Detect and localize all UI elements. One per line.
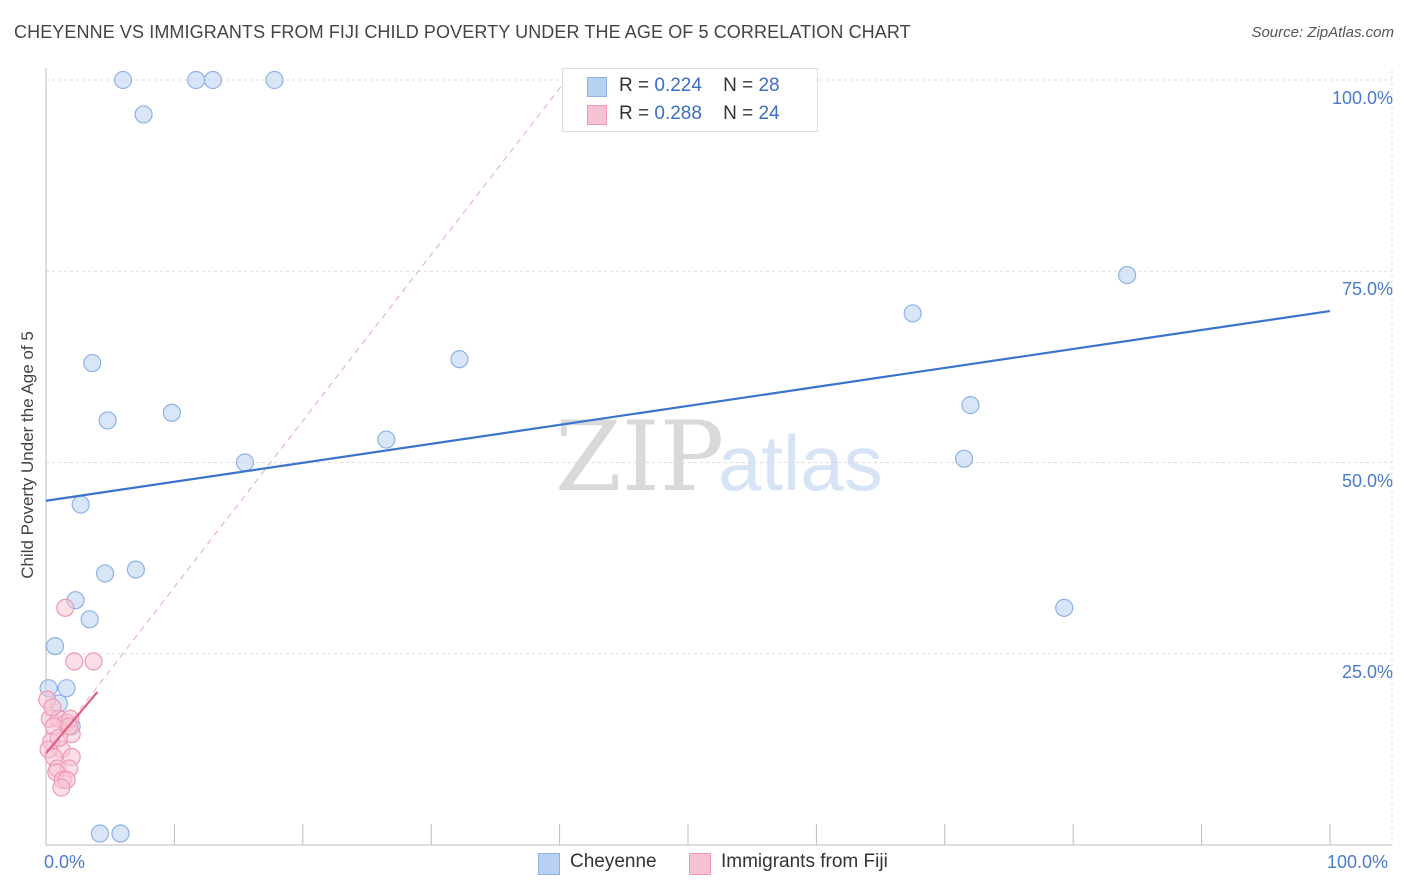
y-tick-label: 100.0% <box>1331 88 1393 108</box>
x-tick-label: 0.0% <box>44 852 86 872</box>
cheyenne-swatch <box>538 853 560 875</box>
cheyenne-point <box>954 449 974 468</box>
fiji-swatch <box>587 105 607 125</box>
legend-row-cheyenne-text: R = 0.224 N = 28 <box>619 75 780 97</box>
cheyenne-point <box>113 70 133 90</box>
cheyenne-point <box>111 824 130 843</box>
legend-label-cheyenne: Cheyenne <box>570 851 657 872</box>
r-value: 0.224 <box>654 75 702 96</box>
cheyenne-point <box>98 411 117 430</box>
r-value: 0.288 <box>654 103 702 124</box>
y-tick-label: 50.0% <box>1341 470 1393 491</box>
cheyenne-point <box>95 564 115 583</box>
cheyenne-point <box>90 824 110 843</box>
fiji-point <box>52 778 71 797</box>
fiji-point <box>56 598 75 617</box>
y-tick-label: 25.0% <box>1341 661 1393 682</box>
watermark-atlas: atlas <box>718 419 883 507</box>
cheyenne-point <box>1118 265 1137 285</box>
chart-title: CHEYENNE VS IMMIGRANTS FROM FIJI CHILD P… <box>14 22 911 42</box>
legend-stats: R = 0.224 N = 28 R = 0.288 N = 24 <box>562 68 818 132</box>
r-label: R = <box>619 75 650 96</box>
n-label: N = <box>723 75 754 96</box>
fiji-point <box>84 652 103 671</box>
cheyenne-point <box>265 70 284 90</box>
n-value: 28 <box>758 75 780 96</box>
cheyenne-point <box>126 560 145 579</box>
cheyenne-point <box>377 430 396 449</box>
cheyenne-point <box>961 396 980 415</box>
cheyenne-swatch <box>587 77 607 97</box>
fiji-point <box>65 652 84 671</box>
fiji-swatch <box>689 853 711 875</box>
x-tick-label: 100.0% <box>1327 852 1389 872</box>
r-label: R = <box>619 103 650 124</box>
cheyenne-point <box>187 70 206 90</box>
legend-row-fiji-text: R = 0.288 N = 24 <box>619 103 780 125</box>
cheyenne-point <box>57 679 76 698</box>
cheyenne-point <box>903 304 922 323</box>
source-label: Source: ZipAtlas.com <box>1251 24 1394 41</box>
cheyenne-point <box>71 495 90 514</box>
cheyenne-point <box>134 105 153 124</box>
legend-series: Cheyenne Immigrants from Fiji <box>0 850 1406 880</box>
watermark-zip: ZIP <box>555 401 724 513</box>
cheyenne-point <box>80 610 99 629</box>
y-tick-label: 75.0% <box>1341 279 1393 300</box>
n-value: 24 <box>758 103 780 124</box>
fiji-trend-line <box>45 691 99 754</box>
cheyenne-point <box>1055 598 1074 617</box>
cheyenne-point <box>235 453 255 472</box>
cheyenne-point <box>203 70 223 90</box>
n-label: N = <box>723 103 754 124</box>
fiji-trend-extended <box>45 79 567 754</box>
fiji-point <box>43 698 62 717</box>
cheyenne-point <box>450 350 469 369</box>
cheyenne-point <box>45 636 65 656</box>
cheyenne-trend-line <box>45 309 1331 502</box>
cheyenne-point <box>162 403 181 422</box>
legend-label-fiji: Immigrants from Fiji <box>721 851 888 872</box>
cheyenne-point <box>83 353 102 373</box>
